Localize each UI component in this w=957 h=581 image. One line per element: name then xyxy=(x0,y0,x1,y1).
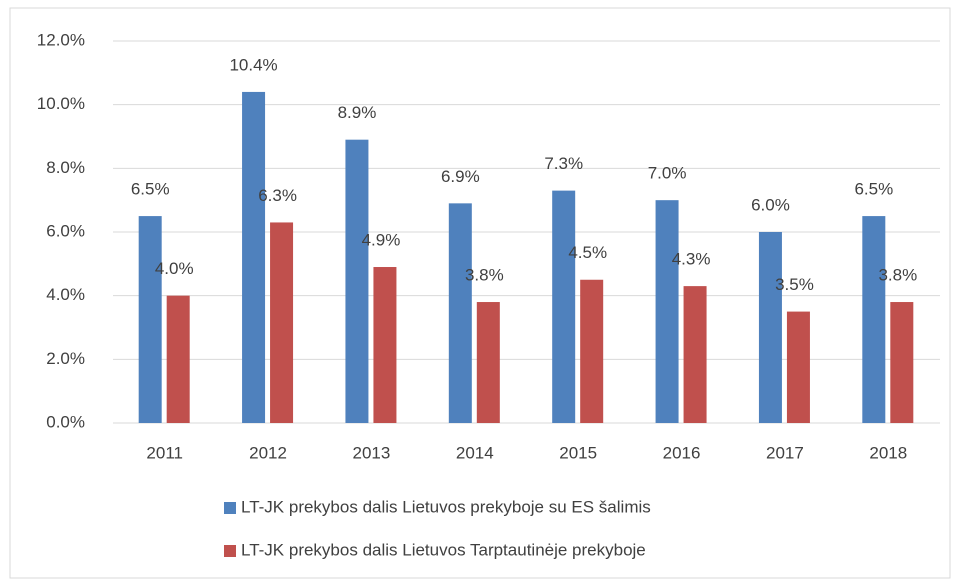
y-tick-label: 10.0% xyxy=(37,94,85,113)
data-label: 6.5% xyxy=(131,180,170,199)
x-tick-label: 2013 xyxy=(353,443,391,462)
x-tick-label: 2017 xyxy=(766,443,804,462)
bar xyxy=(552,190,576,423)
y-tick-label: 12.0% xyxy=(37,30,85,49)
data-label: 7.0% xyxy=(648,164,687,183)
x-tick-label: 2012 xyxy=(249,443,287,462)
bar xyxy=(242,91,266,423)
bar xyxy=(683,286,707,423)
y-tick-label: 2.0% xyxy=(46,349,85,368)
data-label: 4.3% xyxy=(672,250,711,269)
bar xyxy=(890,302,914,423)
y-tick-label: 0.0% xyxy=(46,412,85,431)
y-tick-label: 6.0% xyxy=(46,221,85,240)
bar xyxy=(270,222,294,423)
data-label: 4.9% xyxy=(362,231,401,250)
data-label: 4.0% xyxy=(155,259,194,278)
bar xyxy=(138,216,162,423)
x-tick-label: 2014 xyxy=(456,443,494,462)
x-tick-label: 2015 xyxy=(559,443,597,462)
y-tick-label: 8.0% xyxy=(46,158,85,177)
bar xyxy=(166,295,190,423)
bar xyxy=(655,200,679,423)
data-label: 10.4% xyxy=(229,55,277,74)
bar xyxy=(758,232,782,423)
legend-label: LT-JK prekybos dalis Lietuvos Tarptautin… xyxy=(241,540,646,559)
legend-label: LT-JK prekybos dalis Lietuvos prekyboje … xyxy=(241,497,651,516)
data-label: 6.9% xyxy=(441,167,480,186)
bar xyxy=(862,216,886,423)
x-tick-label: 2016 xyxy=(663,443,701,462)
data-label: 6.5% xyxy=(854,180,893,199)
chart-border xyxy=(9,7,951,579)
x-tick-label: 2011 xyxy=(146,443,183,462)
legend-swatch xyxy=(224,502,236,514)
legend-swatch xyxy=(224,545,236,557)
bar xyxy=(786,311,810,423)
y-tick-label: 4.0% xyxy=(46,285,85,304)
bar xyxy=(580,279,604,423)
data-label: 7.3% xyxy=(544,154,583,173)
x-tick-label: 2018 xyxy=(869,443,907,462)
data-label: 4.5% xyxy=(568,243,607,262)
bar xyxy=(345,139,369,423)
data-label: 3.5% xyxy=(775,275,814,294)
data-label: 6.0% xyxy=(751,195,790,214)
data-label: 3.8% xyxy=(878,266,917,285)
bar xyxy=(448,203,472,423)
data-label: 3.8% xyxy=(465,266,504,285)
bar xyxy=(476,302,500,423)
data-label: 8.9% xyxy=(338,103,377,122)
data-label: 6.3% xyxy=(258,186,297,205)
bar xyxy=(373,267,397,423)
